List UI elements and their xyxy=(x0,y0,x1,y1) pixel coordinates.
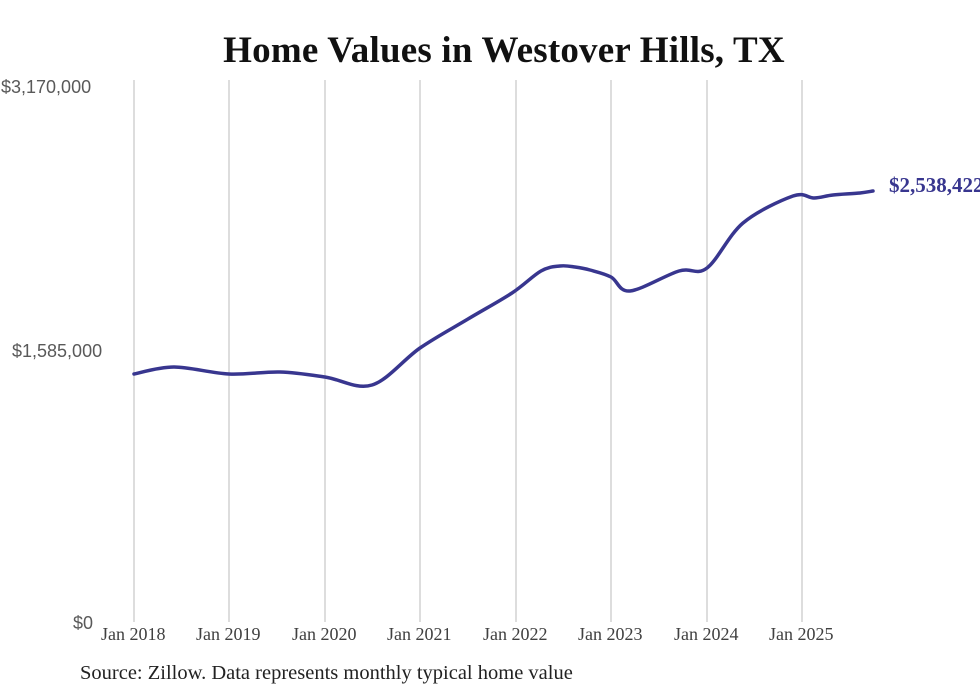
svg-text:Jan 2018: Jan 2018 xyxy=(101,624,166,644)
svg-text:Jan 2019: Jan 2019 xyxy=(196,624,261,644)
svg-text:$0: $0 xyxy=(73,613,93,633)
svg-text:Jan 2022: Jan 2022 xyxy=(483,624,548,644)
svg-text:Jan 2021: Jan 2021 xyxy=(387,624,452,644)
svg-text:$3,170,000: $3,170,000 xyxy=(1,77,91,97)
svg-text:$2,538,4229: $2,538,4229 xyxy=(889,173,980,197)
svg-text:$1,585,000: $1,585,000 xyxy=(12,341,102,361)
svg-text:Jan 2020: Jan 2020 xyxy=(292,624,357,644)
svg-text:Jan 2024: Jan 2024 xyxy=(674,624,739,644)
svg-text:Jan 2023: Jan 2023 xyxy=(578,624,643,644)
svg-text:Jan 2025: Jan 2025 xyxy=(769,624,834,644)
